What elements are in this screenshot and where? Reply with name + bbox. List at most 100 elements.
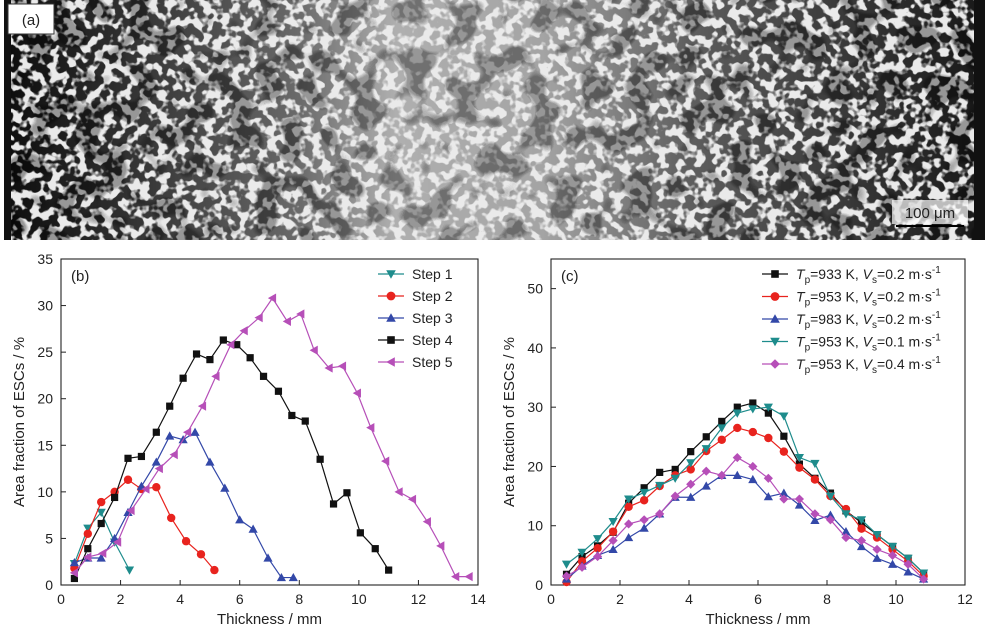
data-point	[561, 560, 572, 569]
data-point	[764, 409, 772, 417]
data-point	[656, 468, 664, 476]
data-point	[639, 515, 649, 525]
data-point	[856, 516, 867, 525]
data-point	[903, 559, 913, 569]
legend-label: Tp=953 K, Vs=0.1 m·s-1	[796, 333, 941, 354]
series-1	[562, 399, 928, 578]
data-point	[701, 466, 711, 476]
data-point	[779, 412, 789, 421]
chart-b: 0 2 4 6 8 10 12 14 0 5 10 15 20 25 30 35 Thickness / mm A…	[11, 251, 486, 628]
legend-label: Step 3	[412, 310, 453, 326]
data-point	[96, 553, 106, 562]
legend-marker	[771, 270, 779, 278]
data-point	[702, 433, 710, 441]
data-point	[748, 461, 758, 472]
data-point	[181, 537, 191, 546]
data-point	[748, 427, 758, 437]
data-point	[83, 552, 92, 562]
data-point	[126, 505, 135, 516]
x-tick-label: 8	[823, 591, 831, 607]
data-point	[239, 326, 248, 336]
data-point	[98, 548, 107, 558]
y-tick-label: 20	[527, 458, 543, 474]
data-point	[856, 541, 867, 551]
x-tick-label: 0	[57, 591, 65, 607]
y-tick-label: 30	[527, 399, 543, 415]
data-point	[151, 457, 161, 466]
data-point	[97, 519, 105, 528]
data-point	[593, 544, 602, 553]
data-point	[211, 371, 220, 381]
data-point	[166, 402, 174, 410]
data-point	[220, 483, 230, 492]
data-point	[296, 309, 305, 319]
data-point	[124, 454, 132, 462]
data-point	[276, 572, 287, 582]
data-point	[451, 572, 460, 582]
data-point	[639, 488, 649, 498]
data-point	[856, 535, 867, 546]
x-tick-label: 2	[616, 591, 624, 607]
data-point	[337, 361, 347, 371]
x-axis-label: Thickness / mm	[705, 611, 810, 628]
data-point	[69, 568, 79, 578]
x-tick-label: 0	[547, 591, 555, 607]
data-point	[903, 554, 913, 563]
data-point	[324, 363, 333, 373]
data-point	[356, 529, 364, 537]
data-point	[733, 403, 741, 411]
data-point	[343, 489, 351, 497]
data-point	[165, 431, 175, 440]
data-point	[219, 336, 227, 344]
x-tick-label: 14	[470, 591, 486, 607]
series-line	[566, 427, 925, 583]
y-tick-label: 10	[37, 484, 53, 500]
microstructure-image: (a) 100 μm	[4, 0, 985, 240]
legend-label: Step 1	[412, 266, 453, 282]
data-point	[192, 350, 201, 358]
y-tick-label: 35	[37, 251, 53, 267]
x-axis-label: Thickness / mm	[217, 611, 322, 628]
data-point	[732, 409, 742, 418]
data-point	[763, 492, 773, 501]
data-point	[394, 487, 403, 497]
x-tick-label: 12	[411, 591, 427, 607]
data-point	[780, 432, 788, 440]
data-point	[235, 515, 245, 524]
data-point	[464, 572, 473, 582]
data-point	[608, 527, 618, 536]
x-tick-label: 8	[295, 591, 303, 607]
data-point	[190, 427, 200, 436]
data-point	[123, 475, 133, 484]
data-point	[123, 507, 133, 516]
data-point	[246, 354, 254, 362]
data-point	[592, 535, 603, 544]
x-tick-label: 6	[754, 591, 762, 607]
scale-bar-label: 100 μm	[905, 205, 955, 222]
series-line	[73, 478, 215, 571]
data-point	[182, 427, 192, 437]
data-point	[841, 527, 851, 536]
data-point	[764, 433, 773, 443]
legend-marker	[387, 336, 395, 344]
data-point	[640, 484, 648, 492]
data-point	[763, 403, 773, 412]
data-point	[152, 428, 160, 436]
y-tick-label: 30	[37, 298, 53, 314]
panel-label: (b)	[71, 268, 89, 285]
data-point	[701, 445, 711, 454]
data-point	[841, 532, 851, 543]
data-point	[152, 483, 161, 492]
y-tick-label: 5	[45, 530, 53, 546]
data-point	[84, 545, 92, 553]
legend: Tp=933 K, Vs=0.2 m·s-1Tp=953 K, Vs=0.2 m…	[762, 265, 941, 376]
y-tick-label: 20	[37, 391, 53, 407]
data-point	[309, 345, 318, 355]
x-tick-label: 6	[236, 591, 244, 607]
data-point	[577, 548, 587, 557]
data-point	[671, 465, 679, 474]
data-point	[259, 372, 268, 380]
data-point	[301, 417, 309, 425]
data-point	[748, 474, 758, 484]
